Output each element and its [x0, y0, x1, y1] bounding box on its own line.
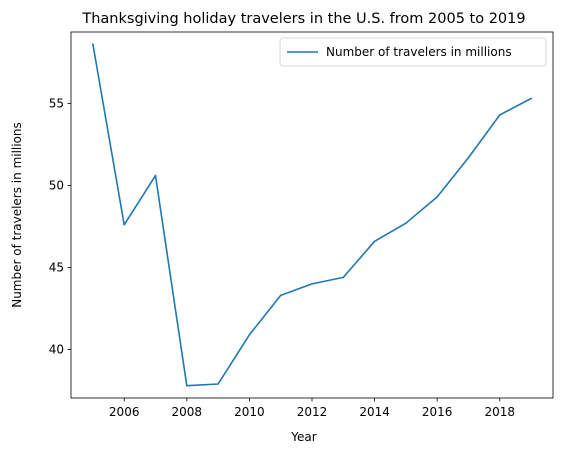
data-point-2019 — [530, 97, 532, 100]
data-point-2018 — [499, 114, 501, 116]
data-point-2010 — [248, 334, 251, 336]
x-tick-label: 2008 — [172, 405, 203, 419]
data-point-2011 — [279, 294, 282, 297]
y-axis-ticks: 40 45 50 55 — [49, 96, 71, 357]
data-point-2017 — [467, 156, 470, 159]
y-tick-label: 40 — [49, 343, 64, 357]
y-tick-label: 55 — [49, 96, 64, 110]
x-tick-label: 2012 — [297, 405, 328, 419]
data-point-2013 — [342, 276, 345, 279]
series-line-0 — [91, 43, 533, 387]
x-axis-ticks: 2006 2008 2010 2012 2014 2016 2018 — [109, 398, 515, 419]
x-tick-label: 2014 — [359, 405, 390, 419]
y-tick-label: 45 — [49, 261, 64, 275]
data-point-2006 — [123, 224, 125, 226]
y-tick-label: 50 — [49, 178, 64, 192]
plot-frame — [70, 31, 554, 399]
series-layer — [91, 43, 533, 387]
data-point-2014 — [373, 240, 376, 243]
data-point-2015 — [405, 222, 407, 224]
data-point-2007 — [154, 174, 157, 177]
x-tick-label: 2018 — [485, 405, 516, 419]
data-point-2009 — [217, 383, 219, 385]
data-point-2008 — [186, 384, 188, 387]
legend: Number of travelers in millions — [279, 37, 547, 67]
x-tick-label: 2010 — [234, 405, 265, 419]
data-point-2012 — [311, 283, 313, 285]
data-point-2005 — [92, 43, 94, 46]
plot-area — [70, 31, 554, 399]
x-axis-label: Year — [290, 430, 316, 444]
x-tick-label: 2016 — [422, 405, 453, 419]
legend-label: Number of travelers in millions — [326, 45, 512, 59]
y-axis-label: Number of travelers in millions — [10, 122, 24, 308]
data-point-2016 — [436, 196, 439, 198]
chart-title: Thanksgiving holiday travelers in the U.… — [81, 11, 525, 27]
legend-box — [279, 37, 547, 67]
x-tick-label: 2006 — [109, 405, 140, 419]
